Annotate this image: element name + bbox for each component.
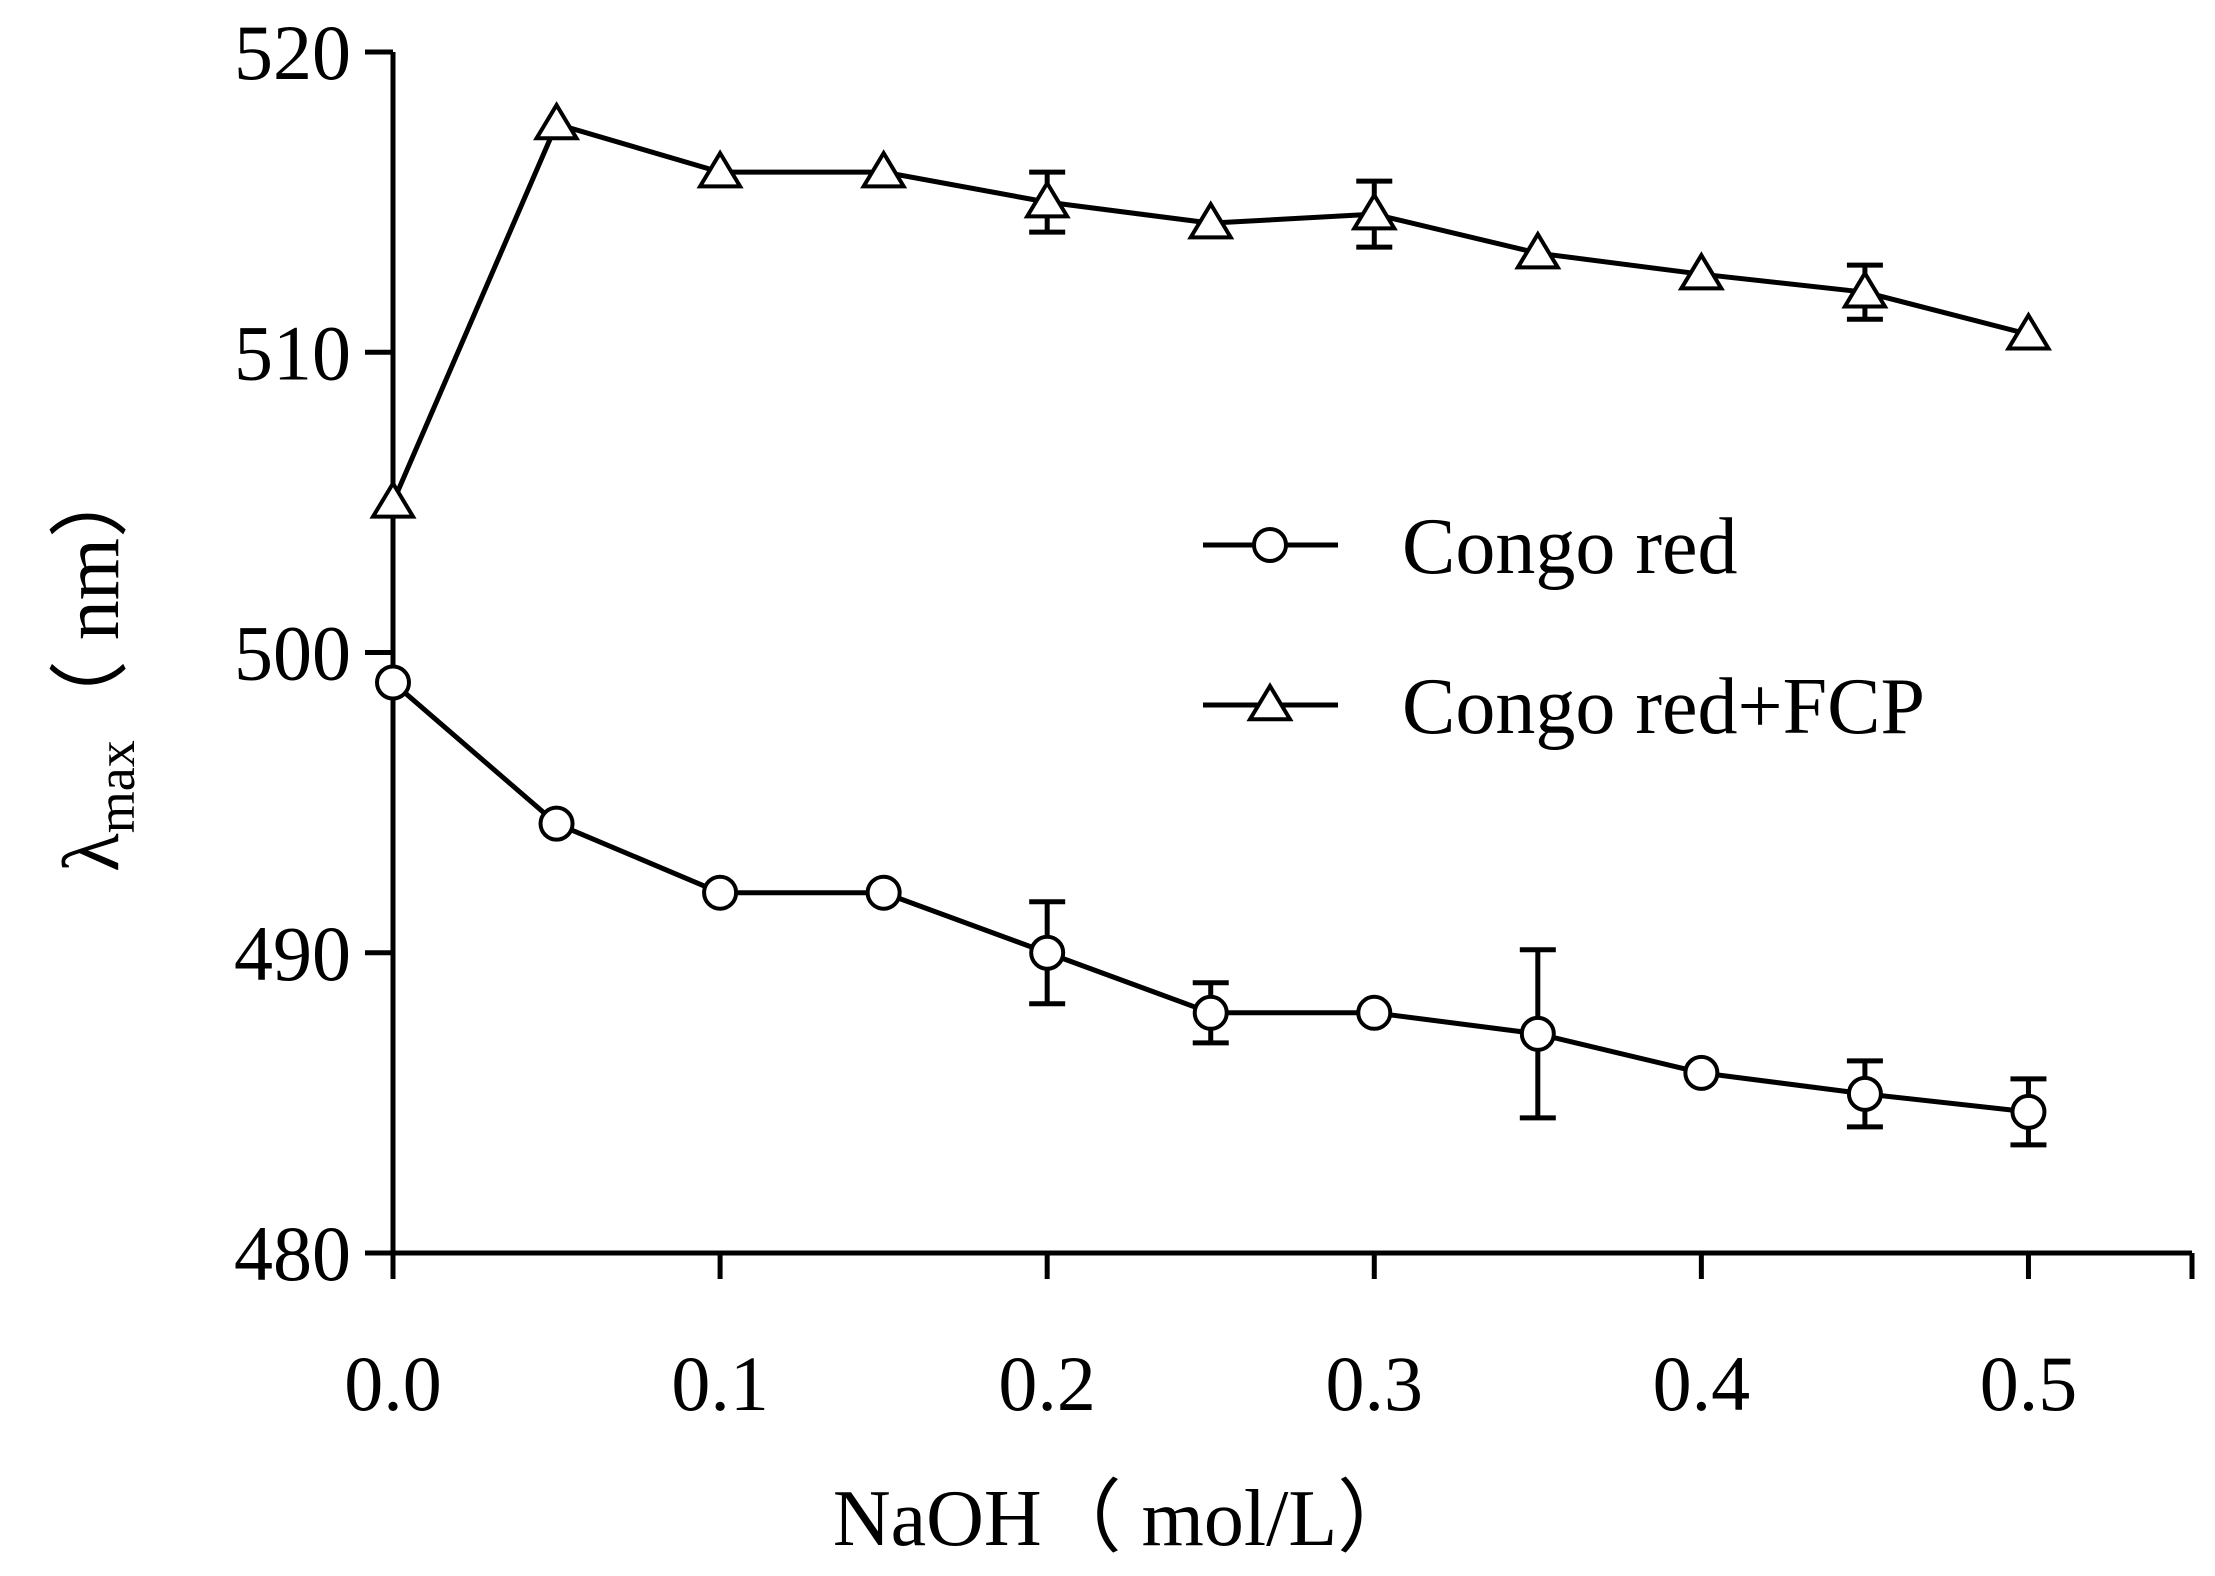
data-point [1029,934,1066,971]
axis-titles: NaOH（ mol/L） λmax（ nm） [48,458,1417,1563]
data-point [865,874,902,911]
data-point [1846,1075,1883,1112]
legend: Congo red Congo red+FCP [1203,503,1925,751]
x-tick-label: 0.5 [1980,1340,2078,1427]
series-line [390,121,2030,504]
y-axis-title-unit: （ nm） [48,458,136,740]
data-point [1677,251,1725,291]
x-tick-label: 0.0 [344,1340,442,1427]
data-point [1683,1054,1720,1091]
x-tick-label: 0.4 [1653,1340,1751,1427]
data-point [375,664,411,701]
y-tick-label: 490 [234,910,351,997]
legend-label: Congo red+FCP [1402,663,1925,751]
data-point [860,149,908,189]
data-point [538,805,575,842]
data-point [2010,1093,2047,1130]
y-tick-label: 480 [234,1210,351,1297]
series-congo-red-fcp [369,101,2052,519]
series-layer [369,101,2052,1148]
legend-marker [1252,527,1288,563]
data-point [2004,311,2052,351]
data-point [369,479,417,519]
data-point [1187,200,1235,240]
y-axis-title: λmax（ nm） [48,458,146,872]
axes: 480 490 500 510 520 0.0 0.1 0.2 0.3 0.4 0.5 [234,9,2195,1427]
legend-marker [1246,682,1294,722]
data-point [1350,191,1398,231]
data-point [1192,994,1229,1031]
x-tick-label: 0.1 [671,1340,769,1427]
legend-item: Congo red [1203,503,1738,591]
series-congo-red [375,664,2047,1148]
y-tick-label: 500 [234,610,351,697]
data-point [1356,994,1393,1031]
x-axis-title: NaOH（ mol/L） [833,1475,1417,1563]
x-tick-label: 0.2 [998,1340,1096,1427]
data-point [1514,230,1562,270]
y-tick-label: 520 [234,9,351,96]
data-point [1023,179,1071,219]
data-point [1841,269,1889,309]
data-point [696,149,744,189]
y-axis-title-subscript: max [86,740,146,833]
legend-item: Congo red+FCP [1203,663,1925,751]
x-tick-label: 0.3 [1326,1340,1424,1427]
y-axis-title-symbol: λ [48,833,136,872]
data-point [702,874,739,911]
legend-label: Congo red [1402,503,1738,591]
data-point [1519,1015,1556,1052]
y-tick-label: 510 [234,309,351,396]
data-point [533,101,581,141]
